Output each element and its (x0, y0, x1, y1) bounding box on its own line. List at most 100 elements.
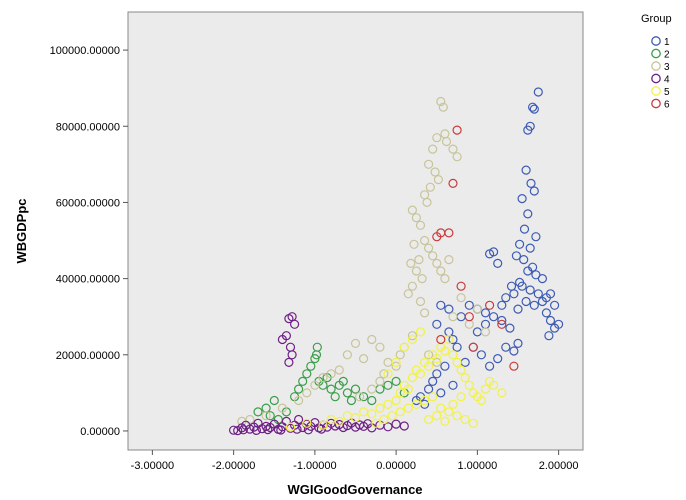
legend-marker (651, 48, 661, 59)
data-point (403, 403, 413, 413)
data-point (444, 228, 454, 238)
data-point (497, 388, 507, 398)
data-point (318, 373, 328, 383)
data-point (541, 308, 552, 318)
data-point (294, 414, 304, 425)
data-point (485, 361, 495, 371)
y-tick-label: 80000.00000 (56, 121, 120, 133)
data-point (432, 319, 442, 329)
data-point (489, 312, 499, 322)
plot-area (127, 11, 584, 451)
data-point (476, 350, 486, 360)
data-point (407, 205, 417, 215)
data-point (501, 293, 511, 303)
data-point (514, 277, 525, 287)
data-point (533, 289, 543, 299)
data-point (367, 395, 377, 406)
data-point (269, 395, 279, 406)
data-point (452, 125, 462, 135)
data-point (391, 419, 401, 429)
data-point (290, 319, 300, 329)
data-point (436, 334, 446, 345)
x-axis-title: WGIGoodGovernance (287, 482, 422, 497)
data-point (485, 300, 495, 310)
data-point (303, 425, 313, 435)
y-tick-label: 20000.00000 (56, 350, 120, 362)
data-point (428, 392, 438, 402)
data-point (523, 266, 533, 276)
y-tick-label: 60000.00000 (56, 197, 120, 209)
data-point (497, 300, 507, 310)
data-point (424, 350, 434, 360)
x-tick-label: -3.00000 (131, 460, 174, 472)
data-point (403, 289, 413, 299)
data-point (406, 258, 416, 268)
data-point (338, 376, 348, 386)
legend-label: 1 (664, 37, 670, 48)
data-point (312, 342, 322, 352)
data-point (379, 369, 389, 379)
data-point (399, 421, 409, 431)
data-point (238, 425, 248, 435)
y-axis-title: WBGDPpc (14, 199, 29, 264)
data-point (334, 365, 344, 375)
data-point (420, 395, 430, 406)
data-point (448, 178, 458, 188)
data-point (253, 407, 263, 417)
y-tick-label: 0.00000 (80, 426, 120, 438)
data-point (407, 373, 417, 383)
data-point (432, 369, 442, 379)
data-point (411, 213, 421, 223)
data-point (448, 312, 458, 322)
data-point (334, 416, 344, 426)
data-point (531, 270, 541, 280)
legend-marker (651, 86, 661, 96)
data-point (284, 357, 294, 367)
data-point (519, 255, 529, 265)
data-point (452, 411, 462, 421)
data-point (229, 425, 239, 435)
x-axis: -3.00000 -2.00000 -1.00000 0.00000 1.00000 2.… (131, 450, 579, 472)
data-point (464, 300, 474, 310)
data-point (424, 384, 434, 394)
data-point (375, 376, 385, 386)
data-point (350, 384, 361, 394)
data-point (525, 243, 535, 253)
data-point (525, 121, 535, 131)
data-point (294, 395, 304, 406)
data-point (233, 426, 243, 436)
data-point (395, 407, 405, 417)
data-point (553, 319, 564, 329)
data-point (440, 274, 450, 284)
data-point (521, 296, 531, 307)
data-point (326, 384, 336, 394)
data-point (545, 315, 556, 326)
data-point (391, 376, 401, 386)
data-point (424, 159, 434, 169)
legend-marker (651, 36, 661, 46)
data-point (438, 102, 448, 112)
data-point (383, 422, 393, 432)
data-point (529, 104, 539, 114)
data-point (428, 144, 438, 154)
data-point (444, 255, 454, 265)
data-point (485, 249, 495, 259)
data-point (456, 293, 466, 303)
data-point (444, 407, 454, 417)
x-tick-label: 2.00000 (539, 460, 579, 472)
data-point (422, 197, 432, 207)
data-point (514, 239, 525, 249)
data-point (415, 327, 426, 337)
data-point (379, 414, 389, 425)
legend-label: 5 (664, 87, 670, 98)
y-tick-label: 100000.00000 (50, 45, 120, 57)
data-point (425, 182, 435, 192)
data-point (285, 422, 296, 432)
data-point (497, 319, 507, 329)
data-point (436, 96, 446, 107)
data-point (417, 274, 427, 284)
data-point (346, 395, 356, 406)
data-point (350, 338, 361, 348)
data-point (493, 354, 503, 364)
data-point (468, 342, 478, 352)
